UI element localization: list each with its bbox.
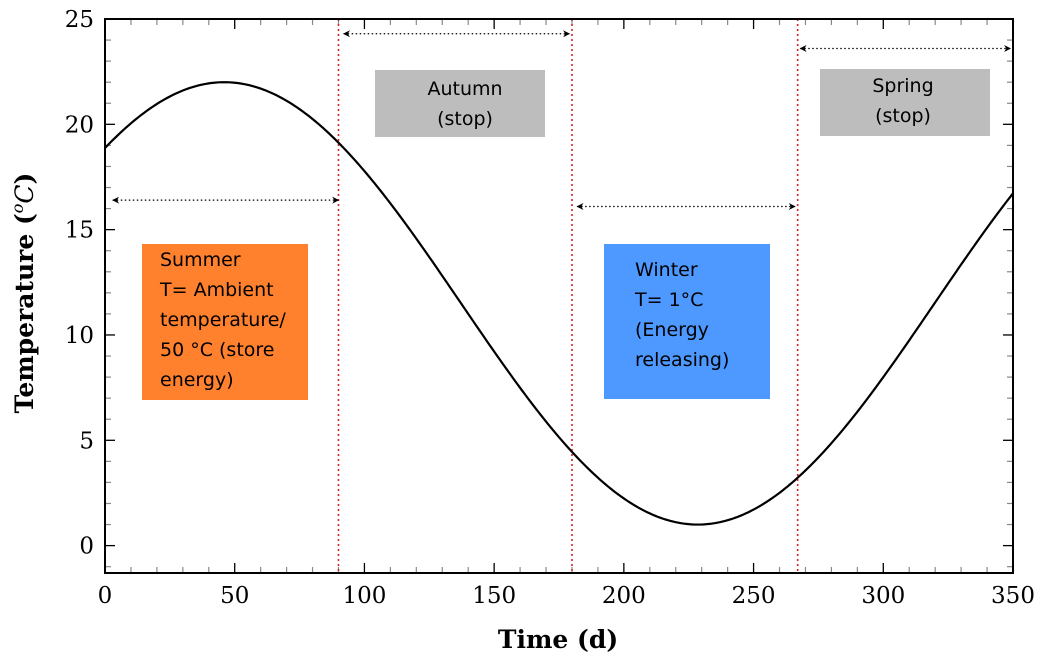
y-axis-title: Temperature (oC) <box>8 173 39 414</box>
plot-frame <box>104 18 1014 574</box>
x-tick-label: 0 <box>98 583 113 609</box>
annotation-line: releasing) <box>635 349 729 371</box>
annotation-text: Winter T= 1°C (Energy releasing) <box>634 259 729 371</box>
annotation-line: 50 °C (store <box>160 339 275 361</box>
y-axis-unit-celsius: C <box>10 184 39 203</box>
annotation-line: (stop) <box>437 108 493 130</box>
annotation-line: Spring <box>872 75 933 97</box>
season-annotations: Autumn (stop) Spring (stop) Summer T= Ambient… <box>142 69 990 400</box>
y-tick-label: 5 <box>79 428 94 454</box>
y-axis-unit-degree: o <box>8 204 27 214</box>
annotation-text: Summer T= Ambient temperature/50 °C (store… <box>159 249 286 391</box>
x-tick-label: 200 <box>602 583 646 609</box>
season-boundaries <box>337 19 799 573</box>
y-axis-title-main: Temperature ( <box>10 213 39 413</box>
x-tick-label: 50 <box>220 583 249 609</box>
temperature-curve <box>104 81 1014 526</box>
season-arrows <box>112 30 1012 210</box>
annotation-box <box>142 244 308 400</box>
x-tick-label: 100 <box>342 583 386 609</box>
tick-labels: 0 50 100 150 200 250 300 350 0 5 10 15 20 25 <box>65 7 1035 609</box>
annotation-text: Autumn (stop) <box>427 78 502 130</box>
annotation-line: T= 1°C <box>634 289 703 311</box>
y-tick-label: 25 <box>65 7 94 33</box>
x-tick-label: 300 <box>861 583 905 609</box>
annotation-box <box>604 244 770 399</box>
y-tick-label: 20 <box>65 112 94 138</box>
annotation-line: temperature/ <box>160 309 286 331</box>
x-tick-label: 250 <box>732 583 776 609</box>
x-axis-title: Time (d) <box>498 625 618 654</box>
annotation-text: Spring (stop) <box>872 75 933 127</box>
annotation-line: Autumn <box>427 78 502 100</box>
y-tick-label: 0 <box>79 534 94 560</box>
annotation-line: (Energy <box>635 319 709 341</box>
y-tick-label: 10 <box>65 323 94 349</box>
annotation-box <box>820 69 990 136</box>
y-axis-title-close: ) <box>10 173 39 185</box>
annotation-line: T= Ambient <box>159 279 274 301</box>
y-tick-label: 15 <box>65 218 94 244</box>
x-tick-label: 350 <box>991 583 1035 609</box>
annotation-line: energy) <box>160 369 234 391</box>
annotation-box <box>375 70 545 137</box>
annotation-line: Summer <box>160 249 241 271</box>
annotation-line: Winter <box>635 259 698 281</box>
annotation-line: (stop) <box>875 105 931 127</box>
x-tick-label: 150 <box>472 583 516 609</box>
